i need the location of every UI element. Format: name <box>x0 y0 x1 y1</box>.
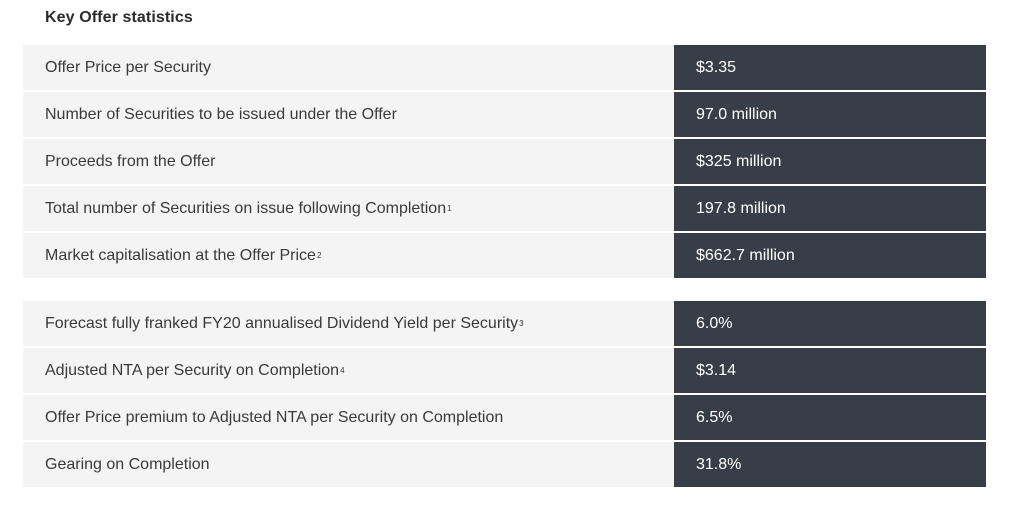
row-label-text: Proceeds from the Offer <box>45 152 216 170</box>
row-label: Offer Price per Security <box>23 45 674 90</box>
table-row: Offer Price per Security $3.35 <box>23 45 986 90</box>
row-label-text: Market capitalisation at the Offer Price <box>45 246 316 264</box>
row-label: Adjusted NTA per Security on Completion 4 <box>23 348 674 393</box>
row-value: 31.8% <box>674 442 986 487</box>
table-row: Gearing on Completion 31.8% <box>23 442 986 487</box>
forecast-statistics-table: Forecast fully franked FY20 annualised D… <box>23 301 986 487</box>
row-label-text: Offer Price premium to Adjusted NTA per … <box>45 408 504 426</box>
row-label: Gearing on Completion <box>23 442 674 487</box>
row-label: Total number of Securities on issue foll… <box>23 186 674 231</box>
row-value: 6.0% <box>674 301 986 346</box>
table-row: Offer Price premium to Adjusted NTA per … <box>23 395 986 440</box>
row-label: Market capitalisation at the Offer Price… <box>23 233 674 278</box>
row-label-text: Adjusted NTA per Security on Completion <box>45 361 340 379</box>
row-value: 6.5% <box>674 395 986 440</box>
row-label: Number of Securities to be issued under … <box>23 92 674 137</box>
offer-statistics-table: Offer Price per Security $3.35 Number of… <box>23 45 986 278</box>
table-row: Market capitalisation at the Offer Price… <box>23 233 986 278</box>
row-label: Forecast fully franked FY20 annualised D… <box>23 301 674 346</box>
row-value: 97.0 million <box>674 92 986 137</box>
table-row: Proceeds from the Offer $325 million <box>23 139 986 184</box>
page-title: Key Offer statistics <box>45 9 193 26</box>
row-label-text: Number of Securities to be issued under … <box>45 105 397 123</box>
table-row: Forecast fully franked FY20 annualised D… <box>23 301 986 346</box>
table-row: Total number of Securities on issue foll… <box>23 186 986 231</box>
row-label-text: Forecast fully franked FY20 annualised D… <box>45 314 519 332</box>
row-label: Proceeds from the Offer <box>23 139 674 184</box>
row-value: $3.14 <box>674 348 986 393</box>
row-label-text: Offer Price per Security <box>45 58 211 76</box>
row-value: $3.35 <box>674 45 986 90</box>
row-value: 197.8 million <box>674 186 986 231</box>
table-row: Adjusted NTA per Security on Completion 4… <box>23 348 986 393</box>
table-row: Number of Securities to be issued under … <box>23 92 986 137</box>
row-label: Offer Price premium to Adjusted NTA per … <box>23 395 674 440</box>
row-label-text: Total number of Securities on issue foll… <box>45 199 447 217</box>
row-label-text: Gearing on Completion <box>45 455 210 473</box>
row-value: $325 million <box>674 139 986 184</box>
row-value: $662.7 million <box>674 233 986 278</box>
